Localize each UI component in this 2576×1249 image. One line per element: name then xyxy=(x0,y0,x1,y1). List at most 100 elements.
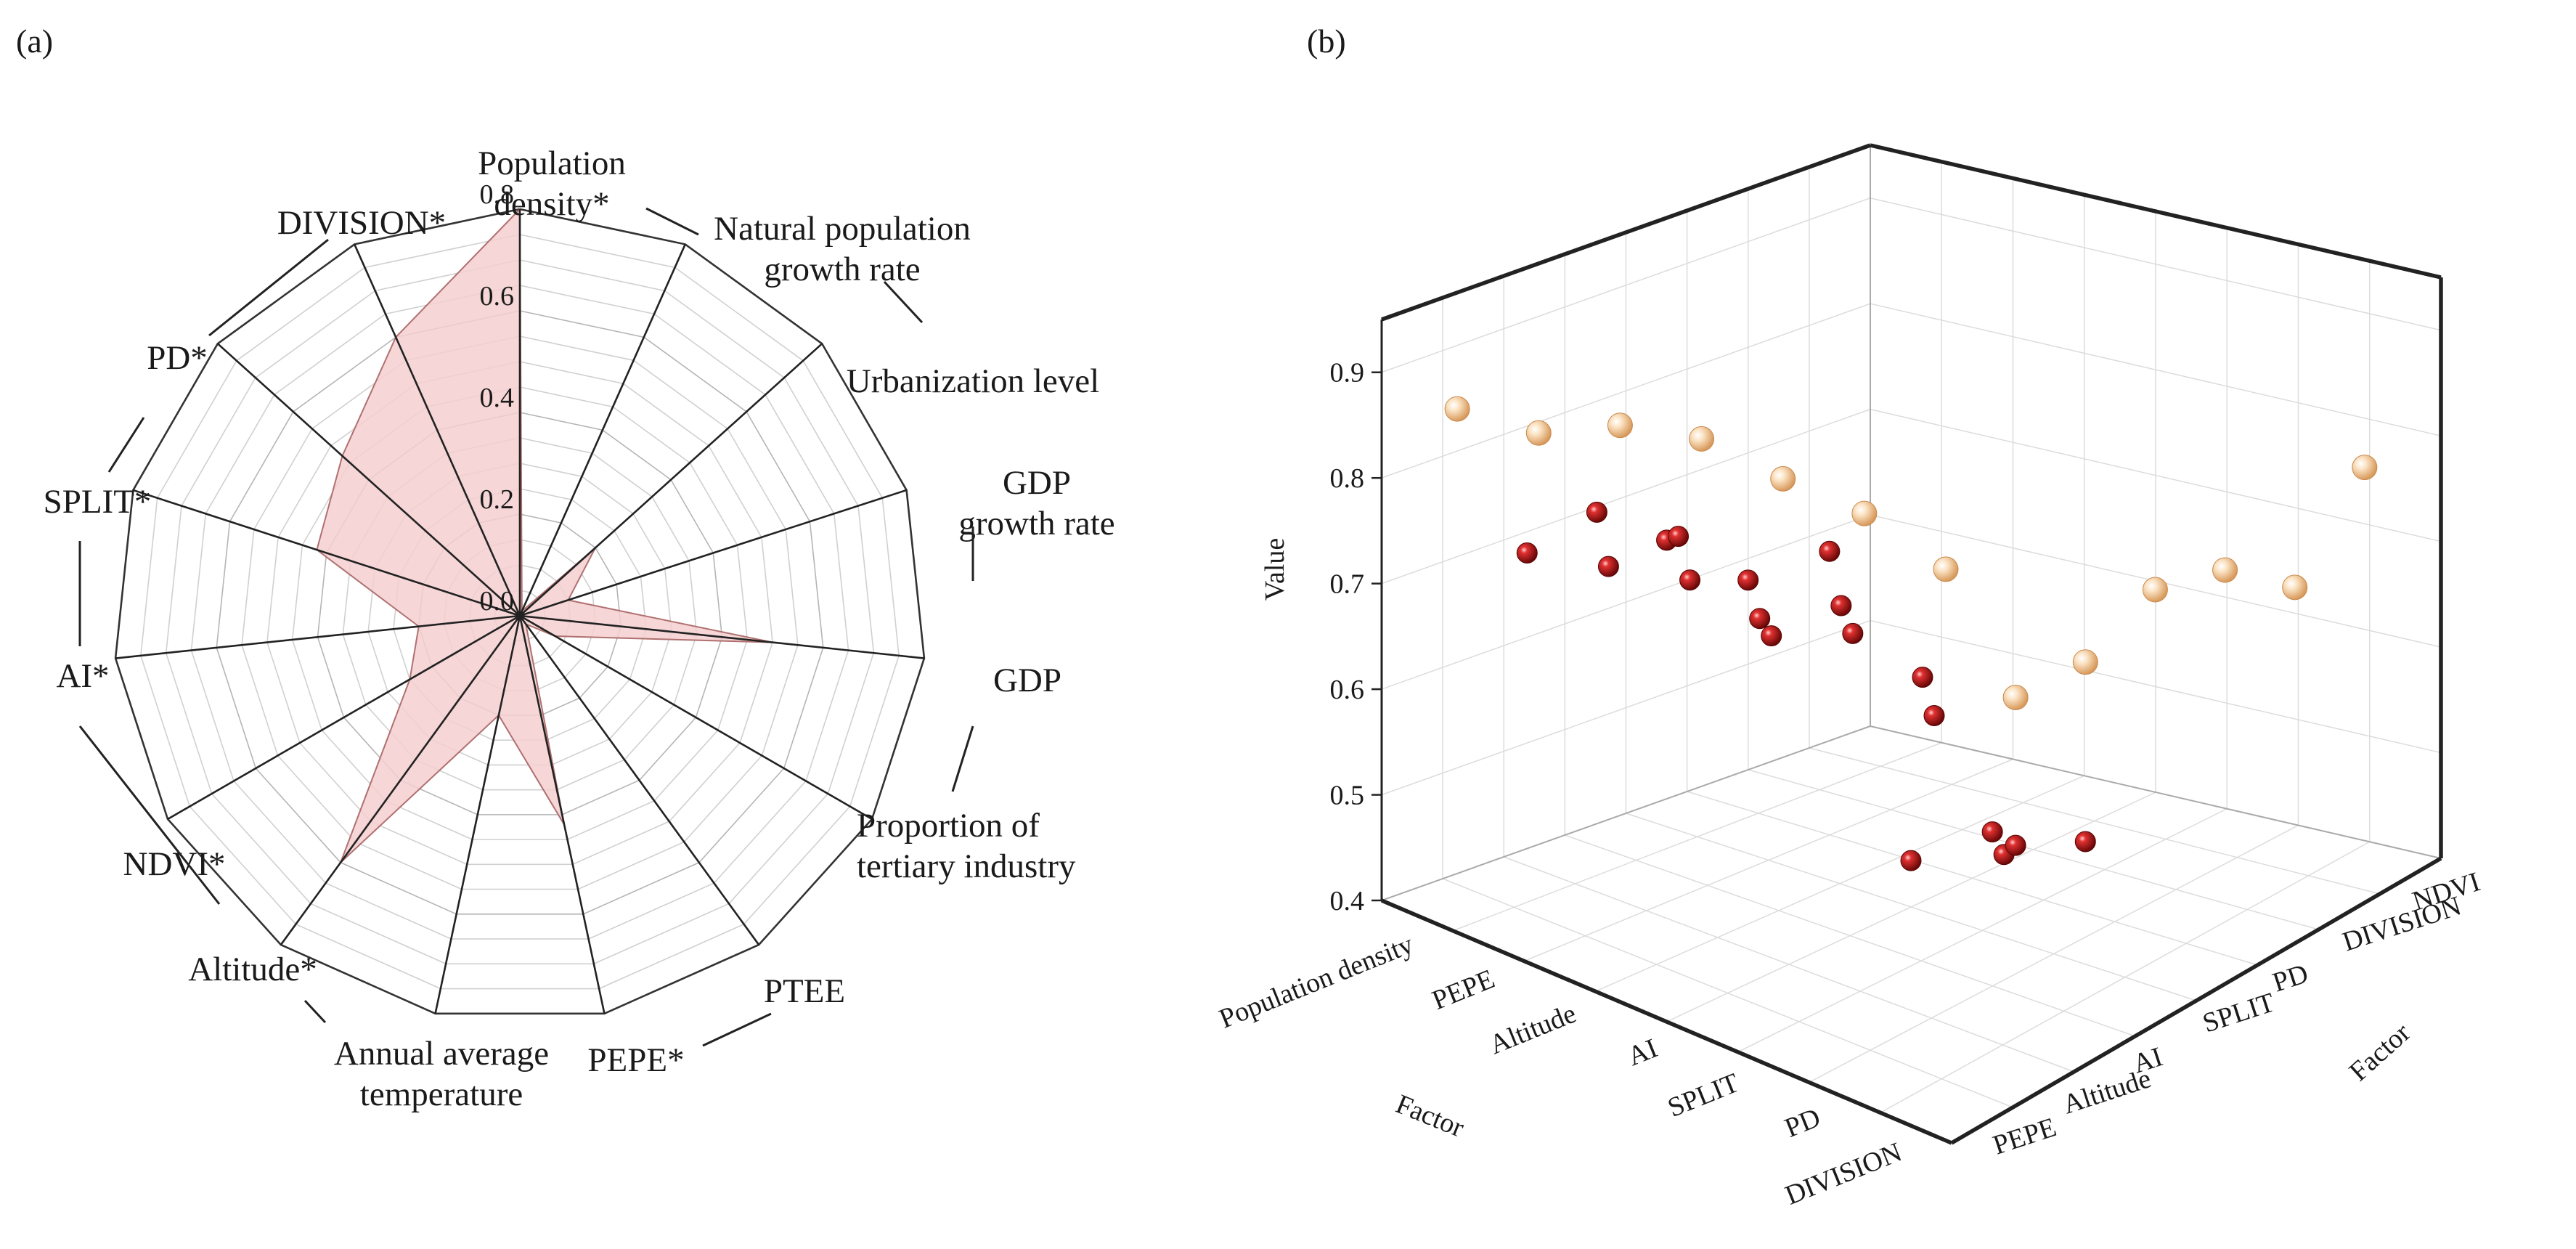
z-tick-label: 0.9 xyxy=(1330,358,1365,388)
radar-spoke xyxy=(280,615,521,945)
radar-axis-label: Altitude* xyxy=(188,951,317,988)
z-tick-label: 0.5 xyxy=(1330,781,1365,811)
radar-spoke xyxy=(167,614,521,821)
radar-spoke xyxy=(519,614,925,659)
scatter-point-top xyxy=(1525,420,1552,446)
floor-edge xyxy=(1381,725,1871,901)
radar-tick-label: 0.6 xyxy=(480,281,515,312)
scatter-point-bottom xyxy=(1900,850,1922,871)
radar-axis-label: PD* xyxy=(147,339,208,377)
radar-grid-ring xyxy=(165,259,875,965)
radar-spoke xyxy=(354,243,521,617)
radar-axis-label: GDP xyxy=(1003,464,1071,502)
frame-edge xyxy=(1950,856,2442,1145)
radar-axis-label: density* xyxy=(494,185,609,223)
frame-edge xyxy=(1380,898,1953,1145)
scatter-point-top xyxy=(1770,465,1796,492)
radar-leader-line xyxy=(303,999,327,1024)
scatter-point-bottom xyxy=(1761,625,1782,647)
radar-axis-label: growth rate xyxy=(764,251,920,288)
z-tick-label: 0.8 xyxy=(1330,463,1365,494)
radar-spoke xyxy=(434,615,521,1014)
radar-axis-label: SPLIT* xyxy=(44,483,152,521)
radar-spoke xyxy=(115,614,521,659)
wall-grid-line xyxy=(1381,619,1871,796)
scatter-point-top xyxy=(2002,685,2029,711)
floor-grid-line xyxy=(1503,856,2074,1073)
radar-leader-line xyxy=(951,725,974,792)
floor-grid-line xyxy=(1809,824,2299,1083)
z-tick-label: 0.7 xyxy=(1330,569,1365,600)
radar-outer-border xyxy=(114,208,926,1015)
radar-spoke xyxy=(216,343,521,617)
z-tick-label: 0.6 xyxy=(1330,675,1365,705)
wall-grid-line xyxy=(1381,514,1871,690)
x-tick-label: Population density xyxy=(1215,929,1417,1034)
floor-grid-line xyxy=(1565,834,2135,1037)
scatter-point-bottom xyxy=(1842,622,1864,644)
radar-grid-ring xyxy=(291,386,749,840)
radar-axis-label: Natural population xyxy=(714,210,971,248)
scatter-point-bottom xyxy=(1597,556,1619,577)
scatter-point-top xyxy=(2212,557,2238,583)
wall-grid-line xyxy=(1870,303,2442,436)
scatter-point-top xyxy=(2352,455,2378,481)
radar-axis-label: Population xyxy=(478,145,626,182)
radar-spoke xyxy=(518,243,686,617)
radar-axis-label: GDP xyxy=(993,662,1061,699)
scatter-point-top xyxy=(1444,396,1470,422)
radar-tick-label: 0.0 xyxy=(480,586,515,617)
x-tick-label: Altitude xyxy=(1485,998,1581,1061)
radar-tick-label: 0.8 xyxy=(480,179,515,210)
x-tick-label: PD xyxy=(1780,1102,1825,1144)
y-tick-label: SPLIT xyxy=(2199,987,2278,1038)
scatter-point-bottom xyxy=(1819,540,1841,562)
scatter-point-bottom xyxy=(1668,526,1690,548)
floor-grid-line xyxy=(1626,813,2197,1001)
radar-grid-ring xyxy=(216,310,824,915)
frame-edge xyxy=(1870,143,2442,280)
radar-leader-line xyxy=(702,1012,772,1047)
y-tick-label: PD xyxy=(2269,959,2312,998)
radar-axis-label: tertiary industry xyxy=(857,847,1076,885)
scatter-point-top xyxy=(2282,574,2308,601)
scatter-point-bottom xyxy=(1923,705,1945,727)
radar-axis-label: NDVI* xyxy=(123,845,226,883)
radar-leader-line xyxy=(208,238,329,337)
scatter-point-bottom xyxy=(1830,595,1852,617)
y-axis-title: Factor xyxy=(2344,1017,2417,1087)
scatter-point-bottom xyxy=(1912,667,1933,688)
scatter3d-chart: 0.4 0.5 0.6 0.7 0.8 0.9 Value Population densit… xyxy=(1215,143,2484,1211)
wall-grid-line xyxy=(1381,303,1871,479)
radar-spoke xyxy=(519,489,907,617)
scatter-point-bottom xyxy=(2074,831,2096,853)
scatter-point-bottom xyxy=(1749,608,1771,630)
wall-grid-line xyxy=(1870,197,2442,331)
floor-grid-line xyxy=(1737,808,2227,1053)
radar-spoke xyxy=(518,615,760,945)
scatter-point-top xyxy=(1933,556,1959,582)
scatter-point-bottom xyxy=(1679,569,1701,591)
radar-leader-line xyxy=(78,725,221,905)
radar-spoke xyxy=(133,489,521,617)
radar-grid-ring xyxy=(190,285,849,940)
radar-axis-label: Annual average xyxy=(334,1035,549,1073)
scatter-point-bottom xyxy=(1737,569,1759,591)
scatter-point-bottom xyxy=(1516,542,1538,564)
radar-leader-line xyxy=(645,207,699,236)
z-axis-title: Value xyxy=(1260,538,1290,601)
radar-axis-label: Proportion of xyxy=(857,807,1040,845)
radar-grid-ring xyxy=(241,335,799,890)
scatter-point-top xyxy=(1689,426,1715,452)
scatter-point-bottom xyxy=(1586,501,1607,523)
radar-spoke xyxy=(519,614,873,821)
floor-edge xyxy=(1870,725,2442,859)
radar-tick-label: 0.4 xyxy=(480,383,515,413)
radar-leader-line xyxy=(883,280,924,324)
scatter-point-bottom xyxy=(2005,834,2026,856)
scatter-point-bottom xyxy=(1981,821,2003,843)
panel-b-label: (b) xyxy=(1307,23,1346,60)
radar-spoke xyxy=(519,343,823,617)
x-axis-title: Factor xyxy=(1392,1089,1469,1143)
